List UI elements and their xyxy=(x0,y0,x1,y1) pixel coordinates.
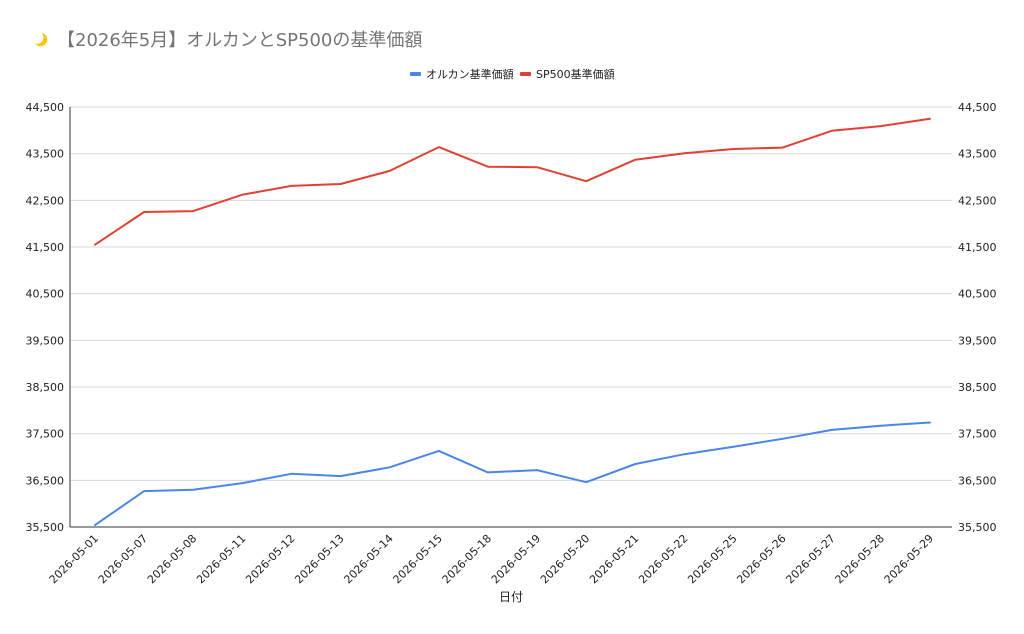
y-tick-label-left: 43,500 xyxy=(26,148,65,161)
x-tick-label: 2026-05-19 xyxy=(489,532,543,586)
x-tick-label: 2026-05-15 xyxy=(391,532,445,586)
x-tick-label: 2026-05-25 xyxy=(685,532,739,586)
y-tick-label-right: 42,500 xyxy=(958,194,997,207)
x-tick-label: 2026-05-21 xyxy=(587,532,641,586)
x-tick-label: 2026-05-11 xyxy=(194,532,248,586)
x-tick-label: 2026-05-26 xyxy=(734,532,788,586)
y-tick-label-left: 40,500 xyxy=(26,288,65,301)
y-tick-label-left: 36,500 xyxy=(26,474,65,487)
crescent-moon-icon xyxy=(32,30,48,46)
y-tick-label-right: 35,500 xyxy=(958,521,997,534)
x-tick-label: 2026-05-28 xyxy=(833,532,887,586)
chart-title-row: 【2026年5月】オルカンとSP500の基準価額 xyxy=(32,26,422,52)
x-tick-label: 2026-05-07 xyxy=(96,532,150,586)
x-tick-label: 2026-05-12 xyxy=(243,532,297,586)
y-tick-label-right: 37,500 xyxy=(958,428,997,441)
x-axis-label: 日付 xyxy=(499,590,523,604)
y-axis-right: 35,500 36,500 37,500 38,500 39,500 40,500 41,5… xyxy=(958,101,997,534)
x-tick-label: 2026-05-20 xyxy=(538,532,592,586)
y-tick-label-left: 37,500 xyxy=(26,428,65,441)
y-tick-label-right: 40,500 xyxy=(958,288,997,301)
y-tick-label-right: 43,500 xyxy=(958,148,997,161)
legend-label: オルカン基準価額 xyxy=(426,67,514,81)
y-tick-label-left: 38,500 xyxy=(26,381,65,394)
legend-swatch xyxy=(410,72,421,76)
x-tick-label: 2026-05-18 xyxy=(440,532,494,586)
x-tick-label: 2026-05-08 xyxy=(145,532,199,586)
y-tick-label-right: 39,500 xyxy=(958,334,997,347)
y-tick-label-left: 44,500 xyxy=(26,101,65,114)
chart-series xyxy=(94,117,931,527)
y-tick-label-right: 44,500 xyxy=(958,101,997,114)
y-tick-label-right: 36,500 xyxy=(958,474,997,487)
x-tick-label: 2026-05-22 xyxy=(636,532,690,586)
x-tick-label: 2026-05-01 xyxy=(47,532,101,586)
y-tick-label-left: 41,500 xyxy=(26,241,65,254)
y-tick-label-right: 41,500 xyxy=(958,241,997,254)
series-line-0 xyxy=(94,421,931,527)
x-tick-label: 2026-05-27 xyxy=(783,532,837,586)
x-tick-label: 2026-05-14 xyxy=(341,532,395,586)
chart-title: 【2026年5月】オルカンとSP500の基準価額 xyxy=(57,30,423,51)
legend-label: SP500基準価額 xyxy=(536,67,615,81)
y-axis-left: 35,500 36,500 37,500 38,500 39,500 40,500 41,5… xyxy=(26,101,65,534)
x-tick-label: 2026-05-13 xyxy=(292,532,346,586)
y-tick-label-left: 42,500 xyxy=(26,194,65,207)
y-tick-label-left: 35,500 xyxy=(26,521,65,534)
x-tick-label: 2026-05-29 xyxy=(882,532,936,586)
legend-swatch xyxy=(520,72,531,76)
chart-grid xyxy=(69,106,952,528)
y-tick-label-left: 39,500 xyxy=(26,334,65,347)
chart-legend: オルカン基準価額 SP500基準価額 xyxy=(410,67,615,81)
series-line-1 xyxy=(94,117,931,246)
x-axis: 2026-05-012026-05-072026-05-082026-05-11… xyxy=(47,532,936,586)
y-tick-label-right: 38,500 xyxy=(958,381,997,394)
